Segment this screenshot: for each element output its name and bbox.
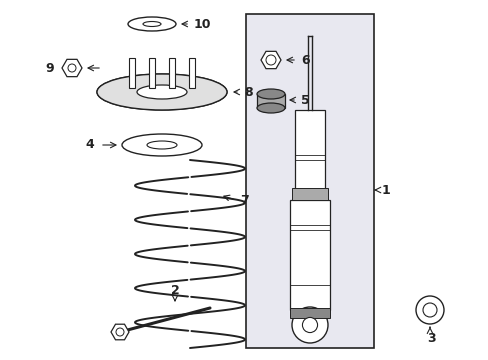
Text: 3: 3	[427, 332, 435, 345]
Text: 2: 2	[170, 284, 179, 297]
Text: 10: 10	[194, 18, 211, 31]
FancyBboxPatch shape	[289, 308, 329, 318]
Text: 7: 7	[240, 194, 248, 207]
Ellipse shape	[128, 17, 176, 31]
Circle shape	[68, 64, 76, 72]
Bar	[129, 58, 135, 88]
Ellipse shape	[147, 141, 177, 149]
Ellipse shape	[257, 103, 285, 113]
Text: 4: 4	[85, 139, 94, 152]
Circle shape	[422, 303, 436, 317]
Circle shape	[265, 55, 275, 65]
Circle shape	[302, 318, 317, 333]
Ellipse shape	[142, 22, 161, 27]
Circle shape	[116, 328, 124, 336]
Bar	[245, 14, 373, 348]
Text: 5: 5	[301, 94, 309, 107]
Bar	[257, 94, 285, 108]
Ellipse shape	[137, 85, 186, 99]
Circle shape	[415, 296, 443, 324]
Text: 6: 6	[301, 54, 309, 67]
Bar	[289, 200, 329, 310]
Text: 1: 1	[381, 184, 390, 197]
Bar	[169, 58, 175, 88]
Bar	[189, 58, 195, 88]
Ellipse shape	[257, 89, 285, 99]
Bar	[149, 58, 155, 88]
Text: 8: 8	[244, 85, 252, 99]
Ellipse shape	[97, 74, 226, 110]
Bar	[294, 110, 325, 190]
Ellipse shape	[97, 74, 226, 110]
Circle shape	[291, 307, 327, 343]
Bar	[291, 188, 327, 200]
Text: 9: 9	[45, 62, 54, 75]
Ellipse shape	[122, 134, 202, 156]
